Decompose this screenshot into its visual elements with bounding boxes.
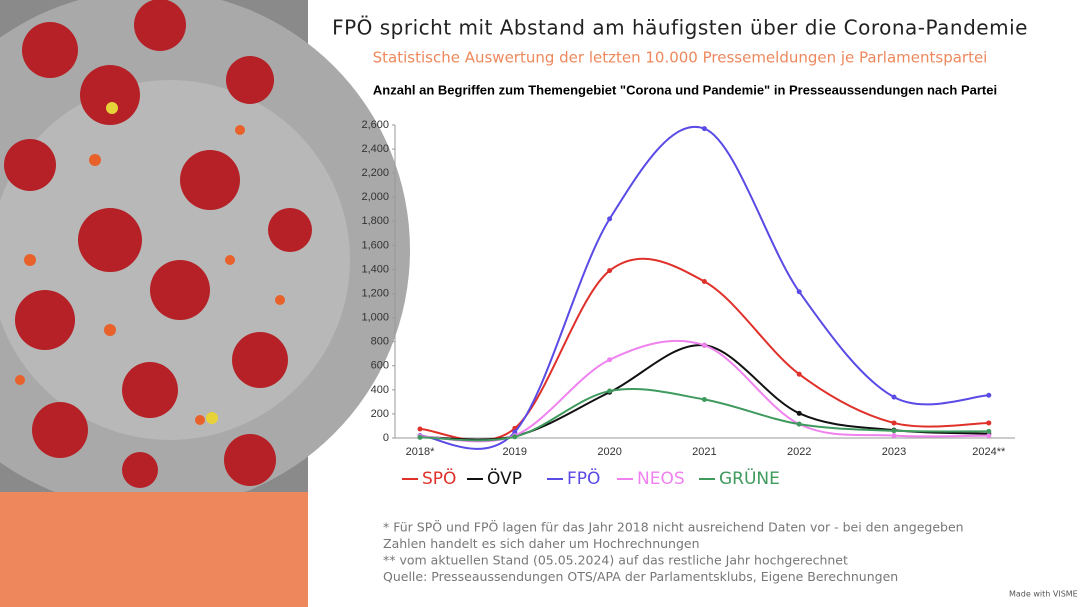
legend-label: GRÜNE [719,467,780,489]
legend-label: ÖVP [487,467,522,489]
y-tick-label: 800 [371,336,389,348]
point [796,289,802,295]
line [419,257,989,442]
point [891,394,897,400]
subtitle: Statistische Auswertung der letzten 10.0… [373,49,988,67]
y-tick-label: 2,600 [361,119,389,131]
x-tick-label: 2020 [597,446,621,458]
y-tick-label: 1,400 [361,263,389,275]
y-tick-label: 400 [371,384,389,396]
footnote: Quelle: Presseaussendungen OTS/APA der P… [383,569,898,584]
point [891,428,897,434]
point [891,420,897,426]
footnote: Zahlen handelt es sich daher um Hochrech… [383,536,700,551]
point [986,420,992,426]
point [796,410,802,416]
y-tick-label: 600 [371,360,389,372]
x-tick-label: 2023 [882,446,906,458]
chart-title: Anzahl an Begriffen zum Themengebiet "Co… [373,82,997,97]
point [891,433,897,439]
x-tick-label: 2022 [787,446,811,458]
point [607,357,613,363]
x-tick-label: 2019 [503,446,527,458]
legend-label: FPÖ [567,467,600,489]
point [986,428,992,434]
orange-block [0,492,308,607]
y-tick-label: 1,200 [361,287,389,299]
point [701,126,707,132]
watermark: Made with VISME [1009,590,1078,599]
point [607,388,613,394]
y-tick-label: 2,400 [361,143,389,155]
point [986,392,992,398]
line [419,388,989,442]
legend-label: SPÖ [422,467,456,489]
point [512,429,518,435]
y-tick-label: 200 [371,408,389,420]
y-tick-label: 0 [383,432,389,444]
y-tick-label: 2,000 [361,191,389,203]
footnote: ** vom aktuellen Stand (05.05.2024) auf … [383,553,848,568]
x-tick-label: 2018* [406,446,435,458]
point [986,433,992,439]
line [419,339,989,443]
legend-label: NEOS [637,469,685,489]
footnote: * Für SPÖ und FPÖ lagen für das Jahr 201… [383,519,964,535]
y-tick-label: 1,800 [361,215,389,227]
point [607,216,613,222]
point [512,434,518,440]
point [607,268,613,274]
point [417,434,423,440]
point [796,371,802,377]
x-tick-label: 2024** [972,446,1006,458]
point [796,421,802,427]
y-tick-label: 2,200 [361,167,389,179]
x-tick-label: 2021 [692,446,716,458]
point [701,342,707,348]
point [417,426,423,432]
virus-image [0,0,410,510]
title: FPÖ spricht mit Abstand am häufigsten üb… [332,16,1028,40]
point [701,279,707,284]
y-tick-label: 1,600 [361,239,389,251]
point [701,396,707,402]
y-tick-label: 1,000 [361,312,389,324]
